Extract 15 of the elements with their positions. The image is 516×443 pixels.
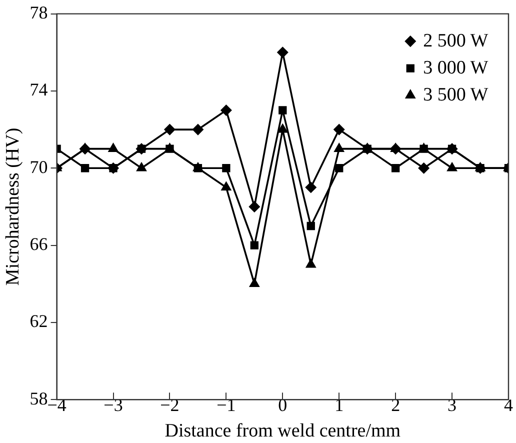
y-axis-title: Microhardness (HV) xyxy=(2,128,24,286)
y-tick-label: 58 xyxy=(30,388,48,408)
legend-label: 3 000 W xyxy=(423,57,488,78)
x-tick-label: 4 xyxy=(504,395,513,416)
x-axis-title: Distance from weld centre/mm xyxy=(164,420,401,442)
y-tick-label: 66 xyxy=(30,234,48,254)
y-tick-label: 74 xyxy=(30,80,48,100)
x-tick-label: −1 xyxy=(216,395,236,416)
x-tick-label: 1 xyxy=(334,395,344,416)
legend-label: 2 500 W xyxy=(423,30,488,52)
legend-label: 3 500 W xyxy=(423,84,488,106)
x-tick-label: −4 xyxy=(47,395,66,416)
y-tick-label: 62 xyxy=(30,311,48,332)
y-tick-label: 70 xyxy=(30,156,48,177)
y-tick-label: 78 xyxy=(30,2,48,23)
